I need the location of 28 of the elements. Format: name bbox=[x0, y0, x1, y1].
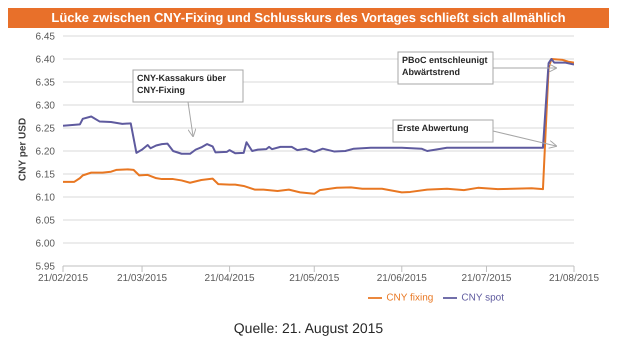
line-series bbox=[63, 58, 574, 195]
line-series bbox=[63, 58, 574, 155]
annotation: CNY-Kassakurs über CNY-Fixing bbox=[137, 72, 228, 96]
y-tick-label: 5.95 bbox=[36, 262, 56, 273]
y-tick-label: 6.45 bbox=[36, 32, 56, 43]
x-tick-label: 21/03/2015 bbox=[117, 273, 168, 284]
x-tick-label: 21/08/2015 bbox=[548, 273, 600, 284]
x-tick-label: 21/06/2015 bbox=[376, 273, 428, 284]
y-tick-label: 6.15 bbox=[36, 170, 56, 181]
chart-title: Lücke zwischen CNY-Fixing und Schlusskurs des Vortages schließt sich allmählich bbox=[8, 8, 609, 28]
x-tick-label: 21/07/2015 bbox=[461, 273, 512, 284]
x-tick-label: 21/05/2015 bbox=[289, 273, 340, 284]
annotation: Erste Abwertung bbox=[397, 122, 470, 134]
y-tick-label: 6.00 bbox=[36, 238, 56, 250]
x-tick-label: 21/04/2015 bbox=[204, 273, 256, 284]
x-tick-label: 21/02/2015 bbox=[38, 273, 88, 284]
y-tick-label: 6.05 bbox=[36, 216, 56, 227]
y-tick-label: 6.30 bbox=[36, 100, 56, 112]
y-axis-title: CNY per USD bbox=[18, 118, 29, 181]
y-tick-label: 6.35 bbox=[36, 78, 56, 89]
legend-label: CNY fixing bbox=[386, 292, 434, 304]
y-tick-label: 6.20 bbox=[36, 146, 56, 158]
source-note: Quelle: 21. August 2015 bbox=[232, 320, 384, 336]
y-tick-label: 6.25 bbox=[36, 124, 56, 135]
y-tick-label: 6.40 bbox=[36, 54, 56, 66]
annotation: PBoC entschleunigt Abwärtstrend bbox=[402, 54, 489, 78]
y-tick-label: 6.10 bbox=[36, 192, 56, 204]
legend-label: CNY spot bbox=[461, 292, 504, 304]
